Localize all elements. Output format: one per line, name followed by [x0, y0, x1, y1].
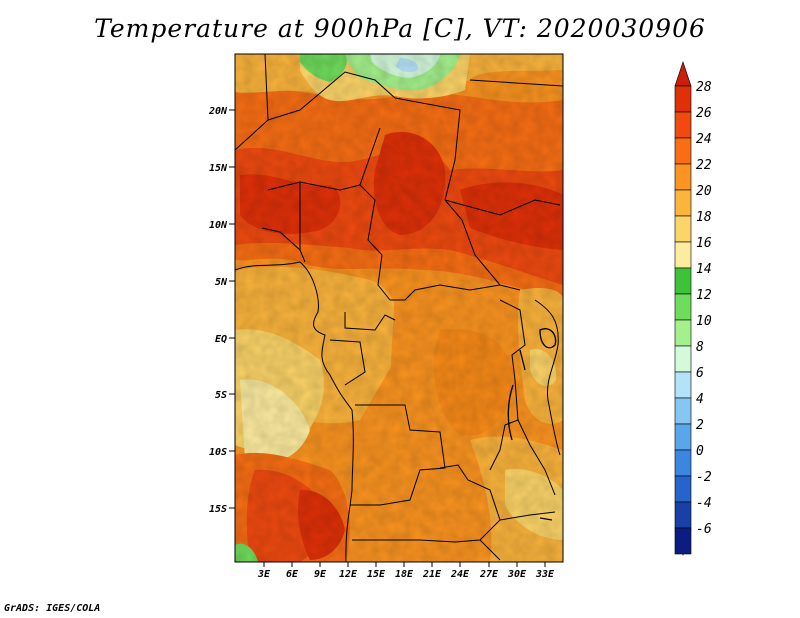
- colorbar-swatch: [674, 215, 692, 243]
- footer-credit: GrADS: IGES/COLA: [4, 603, 101, 614]
- colorbar-swatch: [674, 345, 692, 373]
- lat-label: 5N: [215, 277, 228, 288]
- lon-tick-27e: 27E: [479, 562, 499, 580]
- colorbar-label: 28: [696, 80, 712, 95]
- colorbar-label: 6: [696, 366, 704, 381]
- lat-label: 5S: [215, 390, 227, 401]
- lon-label: 6E: [286, 569, 299, 580]
- colorbar-label: 4: [696, 392, 704, 407]
- colorbar-swatch: [674, 397, 692, 425]
- colorbar-swatch: [674, 189, 692, 217]
- country-borders: [235, 54, 563, 562]
- lon-label: 15E: [367, 569, 386, 580]
- lat-label: EQ: [215, 334, 227, 345]
- lon-tick-18e: 18E: [395, 562, 414, 580]
- colorbar-label: 22: [696, 158, 712, 173]
- lon-axis: 3E 6E 9E 12E 15E 18E 21E 24E 27E 30E 33E: [257, 562, 555, 580]
- colorbar-top-arrow: [674, 61, 692, 87]
- colorbar-swatch: [674, 423, 692, 451]
- lon-tick-15e: 15E: [367, 562, 386, 580]
- lon-tick-9e: 9E: [314, 562, 327, 580]
- colorbar-label: -2: [696, 470, 712, 485]
- colorbar-label: 14: [696, 262, 712, 277]
- colorbar-label: 10: [696, 314, 712, 329]
- lat-label: 15N: [209, 163, 228, 174]
- colorbar-label: 16: [696, 236, 712, 251]
- colorbar-swatch: [674, 475, 692, 503]
- lon-label: 12E: [339, 569, 358, 580]
- colorbar-swatch: [674, 319, 692, 347]
- colorbar-label: -4: [696, 496, 712, 511]
- lat-tick-15s: 15S: [209, 504, 235, 515]
- colorbar-label: -6: [696, 522, 712, 537]
- lat-label: 20N: [208, 106, 228, 117]
- colorbar-label: 0: [696, 444, 704, 459]
- lon-label: 3E: [257, 569, 271, 580]
- colorbar-swatch: [674, 267, 692, 295]
- lat-tick-5s: 5S: [215, 390, 235, 401]
- colorbar-label: 18: [696, 210, 712, 225]
- colorbar-swatch: [674, 449, 692, 477]
- colorbar-label: 8: [696, 340, 704, 355]
- colorbar-swatch: [674, 501, 692, 529]
- lat-label: 10N: [209, 220, 228, 231]
- lon-label: 9E: [314, 569, 327, 580]
- lat-label: 10S: [209, 447, 227, 458]
- lon-label: 18E: [395, 569, 414, 580]
- lon-label: 24E: [450, 569, 470, 580]
- colorbar-swatch: [674, 371, 692, 399]
- lon-tick-12e: 12E: [339, 562, 358, 580]
- lon-label: 27E: [479, 569, 499, 580]
- lon-tick-24e: 24E: [450, 562, 470, 580]
- colorbar-label: 20: [696, 184, 712, 199]
- lon-tick-33e: 33E: [535, 562, 555, 580]
- temperature-field: [235, 54, 563, 562]
- colorbar-swatch: [674, 241, 692, 269]
- colorbar-label: 2: [696, 418, 704, 433]
- lat-tick-eq: EQ: [215, 334, 235, 345]
- colorbar-swatch: [674, 111, 692, 139]
- colorbar-swatch: [674, 137, 692, 165]
- lon-tick-3e: 3E: [257, 562, 271, 580]
- lat-tick-20n: 20N: [208, 106, 235, 117]
- colorbar-swatch: [674, 163, 692, 191]
- colorbar-swatch: [674, 85, 692, 113]
- lat-tick-15n: 15N: [209, 163, 235, 174]
- colorbar-swatch: [674, 527, 692, 555]
- map-title: Temperature at 900hPa [C], VT: 202003090…: [94, 14, 706, 43]
- lon-tick-6e: 6E: [286, 562, 299, 580]
- lon-label: 33E: [535, 569, 555, 580]
- map-frame: [234, 53, 564, 563]
- lon-tick-21e: 21E: [422, 562, 442, 580]
- lon-label: 21E: [422, 569, 442, 580]
- lat-axis: 20N 15N 10N 5N EQ 5S 10S 15S: [208, 106, 235, 515]
- colorbar-label: 12: [696, 288, 712, 303]
- lat-label: 15S: [209, 504, 227, 515]
- colorbar-label: 24: [696, 132, 712, 147]
- lat-tick-10s: 10S: [209, 447, 235, 458]
- lon-tick-30e: 30E: [507, 562, 527, 580]
- lat-tick-5n: 5N: [215, 277, 235, 288]
- colorbar-label: 26: [696, 106, 712, 121]
- lake-outlines: [507, 328, 557, 521]
- lon-label: 30E: [507, 569, 527, 580]
- colorbar-swatch: [674, 293, 692, 321]
- lat-tick-10n: 10N: [209, 220, 235, 231]
